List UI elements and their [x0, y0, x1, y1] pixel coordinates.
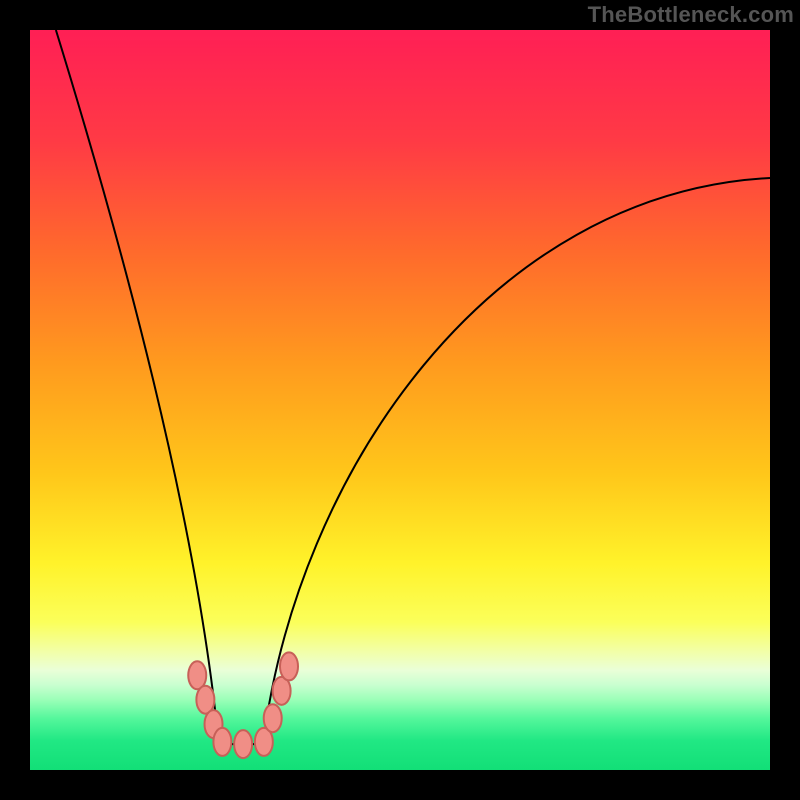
chart-svg: [0, 0, 800, 800]
valley-marker: [280, 652, 298, 680]
watermark-text: TheBottleneck.com: [588, 2, 794, 28]
valley-marker: [234, 730, 252, 758]
valley-marker: [264, 704, 282, 732]
plot-area: [30, 30, 770, 770]
valley-marker: [213, 728, 231, 756]
